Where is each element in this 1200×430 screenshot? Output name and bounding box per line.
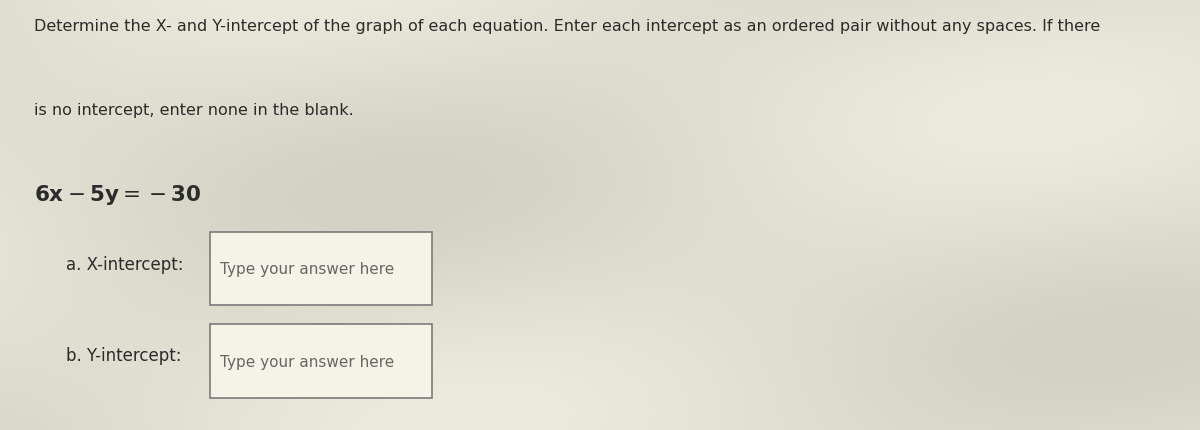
Text: Type your answer here: Type your answer here [220, 354, 394, 369]
Text: is no intercept, enter none in the blank.: is no intercept, enter none in the blank… [34, 103, 353, 118]
Text: b. Y-intercept:: b. Y-intercept: [66, 346, 181, 364]
Text: $\mathbf{6x} - \mathbf{5y} = -\mathbf{30}$: $\mathbf{6x} - \mathbf{5y} = -\mathbf{30… [34, 183, 202, 207]
Text: Type your answer here: Type your answer here [220, 261, 394, 276]
FancyBboxPatch shape [210, 232, 432, 305]
Text: a. X-intercept:: a. X-intercept: [66, 255, 184, 273]
Text: Determine the X- and Y-intercept of the graph of each equation. Enter each inter: Determine the X- and Y-intercept of the … [34, 19, 1100, 34]
FancyBboxPatch shape [210, 325, 432, 398]
